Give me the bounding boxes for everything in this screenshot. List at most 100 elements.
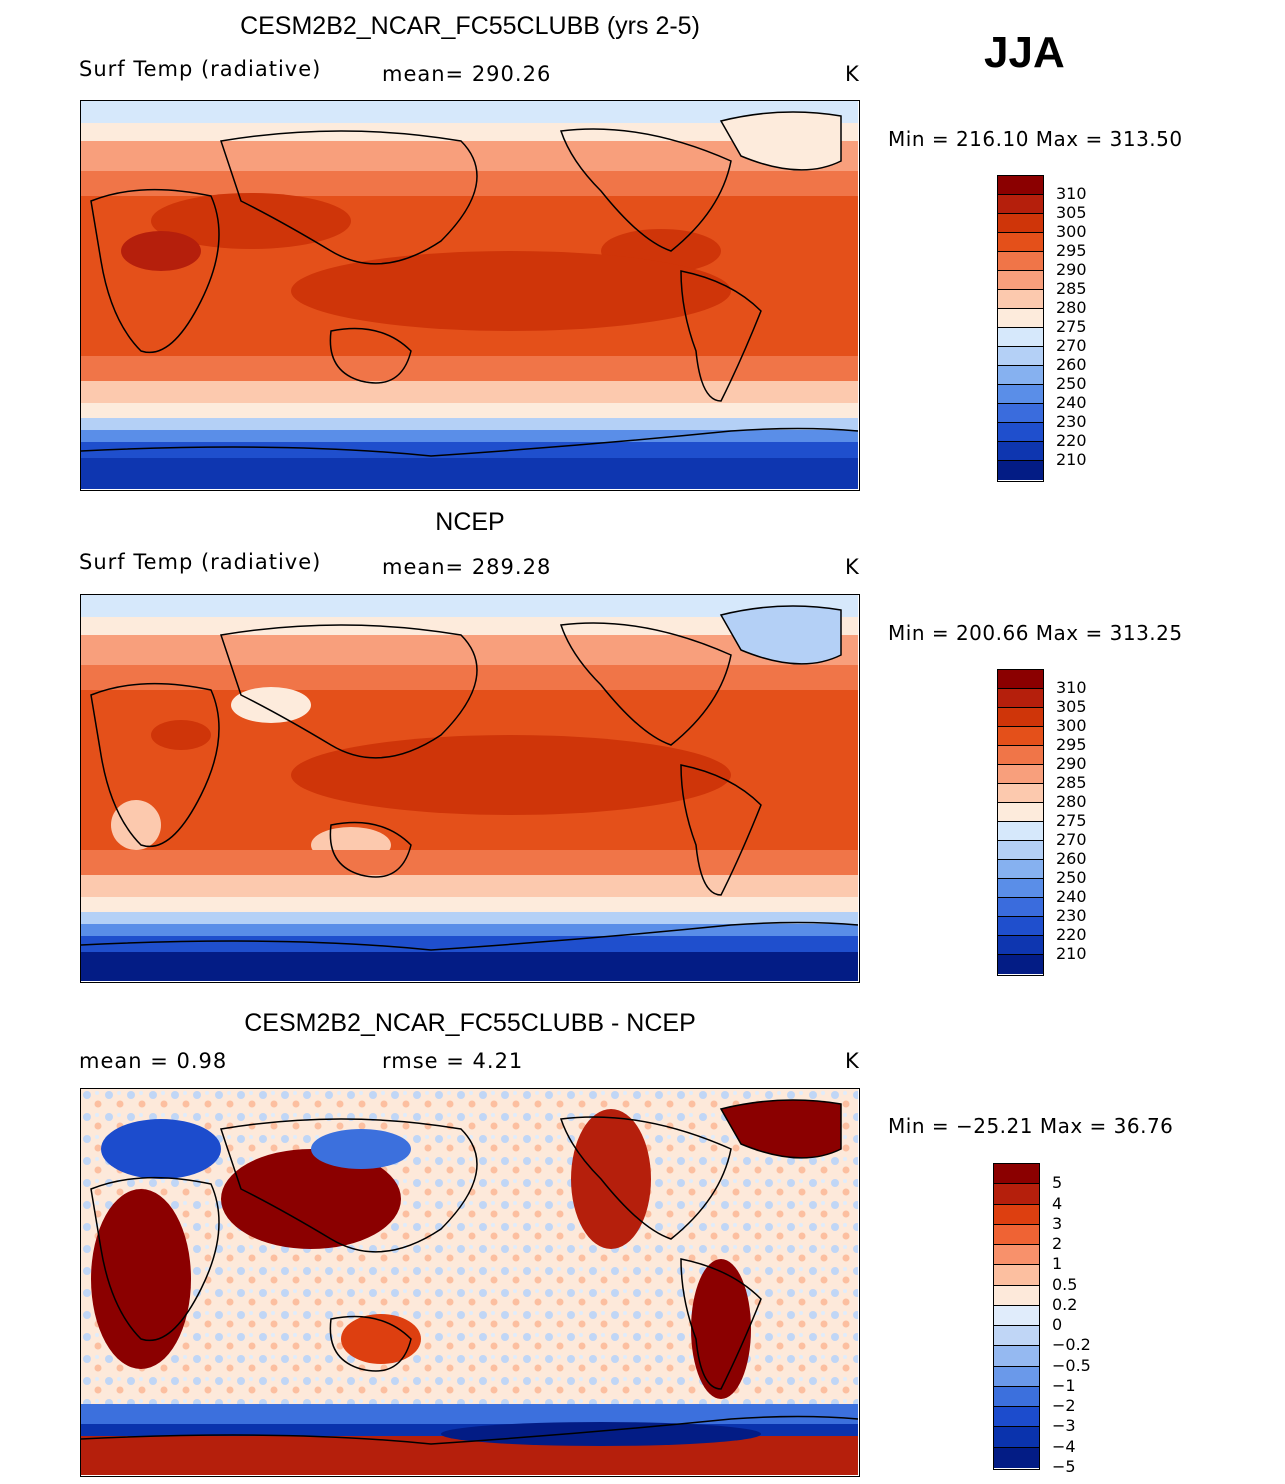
colorbar-tick-label: 240 [1056, 887, 1087, 906]
colorbar-swatch [994, 1386, 1039, 1408]
colorbar-tick-label: 210 [1056, 450, 1087, 469]
colorbar-swatch [998, 860, 1043, 879]
panel2-colorbar [997, 669, 1044, 976]
colorbar-swatch [998, 233, 1043, 252]
colorbar-swatch [998, 290, 1043, 309]
colorbar-swatch [994, 1407, 1039, 1428]
colorbar-tick-label: 305 [1056, 203, 1087, 222]
colorbar-swatch [998, 841, 1043, 860]
colorbar-tick-label: 220 [1056, 925, 1087, 944]
colorbar-tick-label: 280 [1056, 298, 1087, 317]
panel2-map [80, 594, 860, 983]
colorbar-tick-label: −1 [1052, 1375, 1076, 1395]
colorbar-swatch [998, 670, 1043, 689]
colorbar-swatch [998, 955, 1043, 974]
colorbar-swatch [994, 1427, 1039, 1448]
panel1-minmax: Min = 216.10 Max = 313.50 [888, 127, 1183, 151]
colorbar-swatch [994, 1265, 1039, 1286]
colorbar-tick-label: −0.5 [1052, 1355, 1091, 1375]
colorbar-swatch [998, 898, 1043, 917]
colorbar-tick-label: 310 [1056, 184, 1087, 203]
colorbar-swatch [998, 765, 1043, 784]
panel3-map-svg [81, 1089, 858, 1475]
colorbar-swatch [998, 252, 1043, 271]
colorbar-swatch [994, 1305, 1039, 1327]
panel2-mean-label: mean= 289.28 [382, 555, 552, 579]
panel1-colorbar [997, 175, 1044, 482]
colorbar-swatch [998, 746, 1043, 765]
colorbar-tick-label: 0.5 [1052, 1274, 1078, 1294]
season-label: JJA [984, 28, 1065, 77]
colorbar-swatch [998, 917, 1043, 936]
colorbar-swatch [994, 1204, 1039, 1225]
colorbar-tick-label: 295 [1056, 241, 1087, 260]
colorbar-swatch [998, 423, 1043, 442]
colorbar-tick-label: 290 [1056, 754, 1087, 773]
panel3-minmax: Min = −25.21 Max = 36.76 [888, 1114, 1174, 1138]
colorbar-swatch [994, 1326, 1039, 1347]
colorbar-swatch [994, 1447, 1039, 1468]
colorbar-tick-label: 260 [1056, 849, 1087, 868]
panel2-minmax: Min = 200.66 Max = 313.25 [888, 621, 1183, 645]
panel2-variable-label: Surf Temp (radiative) [79, 550, 322, 574]
colorbar-tick-label: 0 [1052, 1315, 1063, 1335]
panel3-map [80, 1088, 860, 1477]
colorbar-tick-label: −4 [1052, 1436, 1076, 1456]
colorbar-tick-label: 285 [1056, 279, 1087, 298]
colorbar-tick-label: 240 [1056, 393, 1087, 412]
colorbar-swatch [998, 822, 1043, 841]
colorbar-tick-label: −0.2 [1052, 1335, 1091, 1355]
colorbar-swatch [998, 404, 1043, 423]
colorbar-tick-label: 4 [1052, 1193, 1063, 1213]
colorbar-swatch [994, 1184, 1039, 1205]
panel2-unit-label: K [845, 555, 860, 579]
colorbar-swatch [998, 176, 1043, 195]
colorbar-swatch [998, 214, 1043, 233]
colorbar-swatch [998, 879, 1043, 898]
colorbar-tick-label: 5 [1052, 1173, 1063, 1193]
colorbar-swatch [998, 328, 1043, 347]
colorbar-swatch [994, 1366, 1039, 1387]
colorbar-tick-label: 300 [1056, 716, 1087, 735]
colorbar-swatch [994, 1224, 1039, 1246]
colorbar-tick-label: 295 [1056, 735, 1087, 754]
panel3-unit-label: K [845, 1049, 860, 1073]
colorbar-tick-label: 210 [1056, 944, 1087, 963]
colorbar-tick-label: 1 [1052, 1254, 1063, 1274]
colorbar-tick-label: 310 [1056, 678, 1087, 697]
colorbar-tick-label: −5 [1052, 1457, 1076, 1476]
colorbar-tick-label: 300 [1056, 222, 1087, 241]
panel1-mean-label: mean= 290.26 [382, 62, 552, 86]
colorbar-swatch [998, 708, 1043, 727]
colorbar-swatch [994, 1285, 1039, 1306]
colorbar-swatch [998, 784, 1043, 803]
colorbar-swatch [998, 195, 1043, 214]
colorbar-tick-label: 250 [1056, 868, 1087, 887]
colorbar-tick-label: 285 [1056, 773, 1087, 792]
panel3-colorbar [993, 1163, 1040, 1470]
panel1-map [80, 100, 860, 491]
colorbar-swatch [998, 803, 1043, 822]
colorbar-tick-label: 270 [1056, 830, 1087, 849]
panel3-mean-label: mean = 0.98 [79, 1049, 228, 1073]
colorbar-tick-label: 0.2 [1052, 1294, 1078, 1314]
colorbar-tick-label: 260 [1056, 355, 1087, 374]
colorbar-swatch [998, 727, 1043, 746]
colorbar-swatch [998, 689, 1043, 708]
panel3-title: CESM2B2_NCAR_FC55CLUBB - NCEP [244, 1009, 696, 1037]
colorbar-swatch [998, 442, 1043, 461]
panel2-title: NCEP [435, 508, 505, 536]
colorbar-tick-label: 250 [1056, 374, 1087, 393]
colorbar-swatch [994, 1346, 1039, 1367]
colorbar-tick-label: −2 [1052, 1396, 1076, 1416]
colorbar-swatch [994, 1164, 1039, 1185]
panel1-variable-label: Surf Temp (radiative) [79, 57, 322, 81]
colorbar-tick-label: 230 [1056, 906, 1087, 925]
colorbar-tick-label: 270 [1056, 336, 1087, 355]
colorbar-tick-label: 275 [1056, 317, 1087, 336]
colorbar-tick-label: 3 [1052, 1213, 1063, 1233]
colorbar-swatch [998, 271, 1043, 290]
colorbar-tick-label: 305 [1056, 697, 1087, 716]
colorbar-swatch [998, 461, 1043, 480]
colorbar-swatch [998, 347, 1043, 366]
